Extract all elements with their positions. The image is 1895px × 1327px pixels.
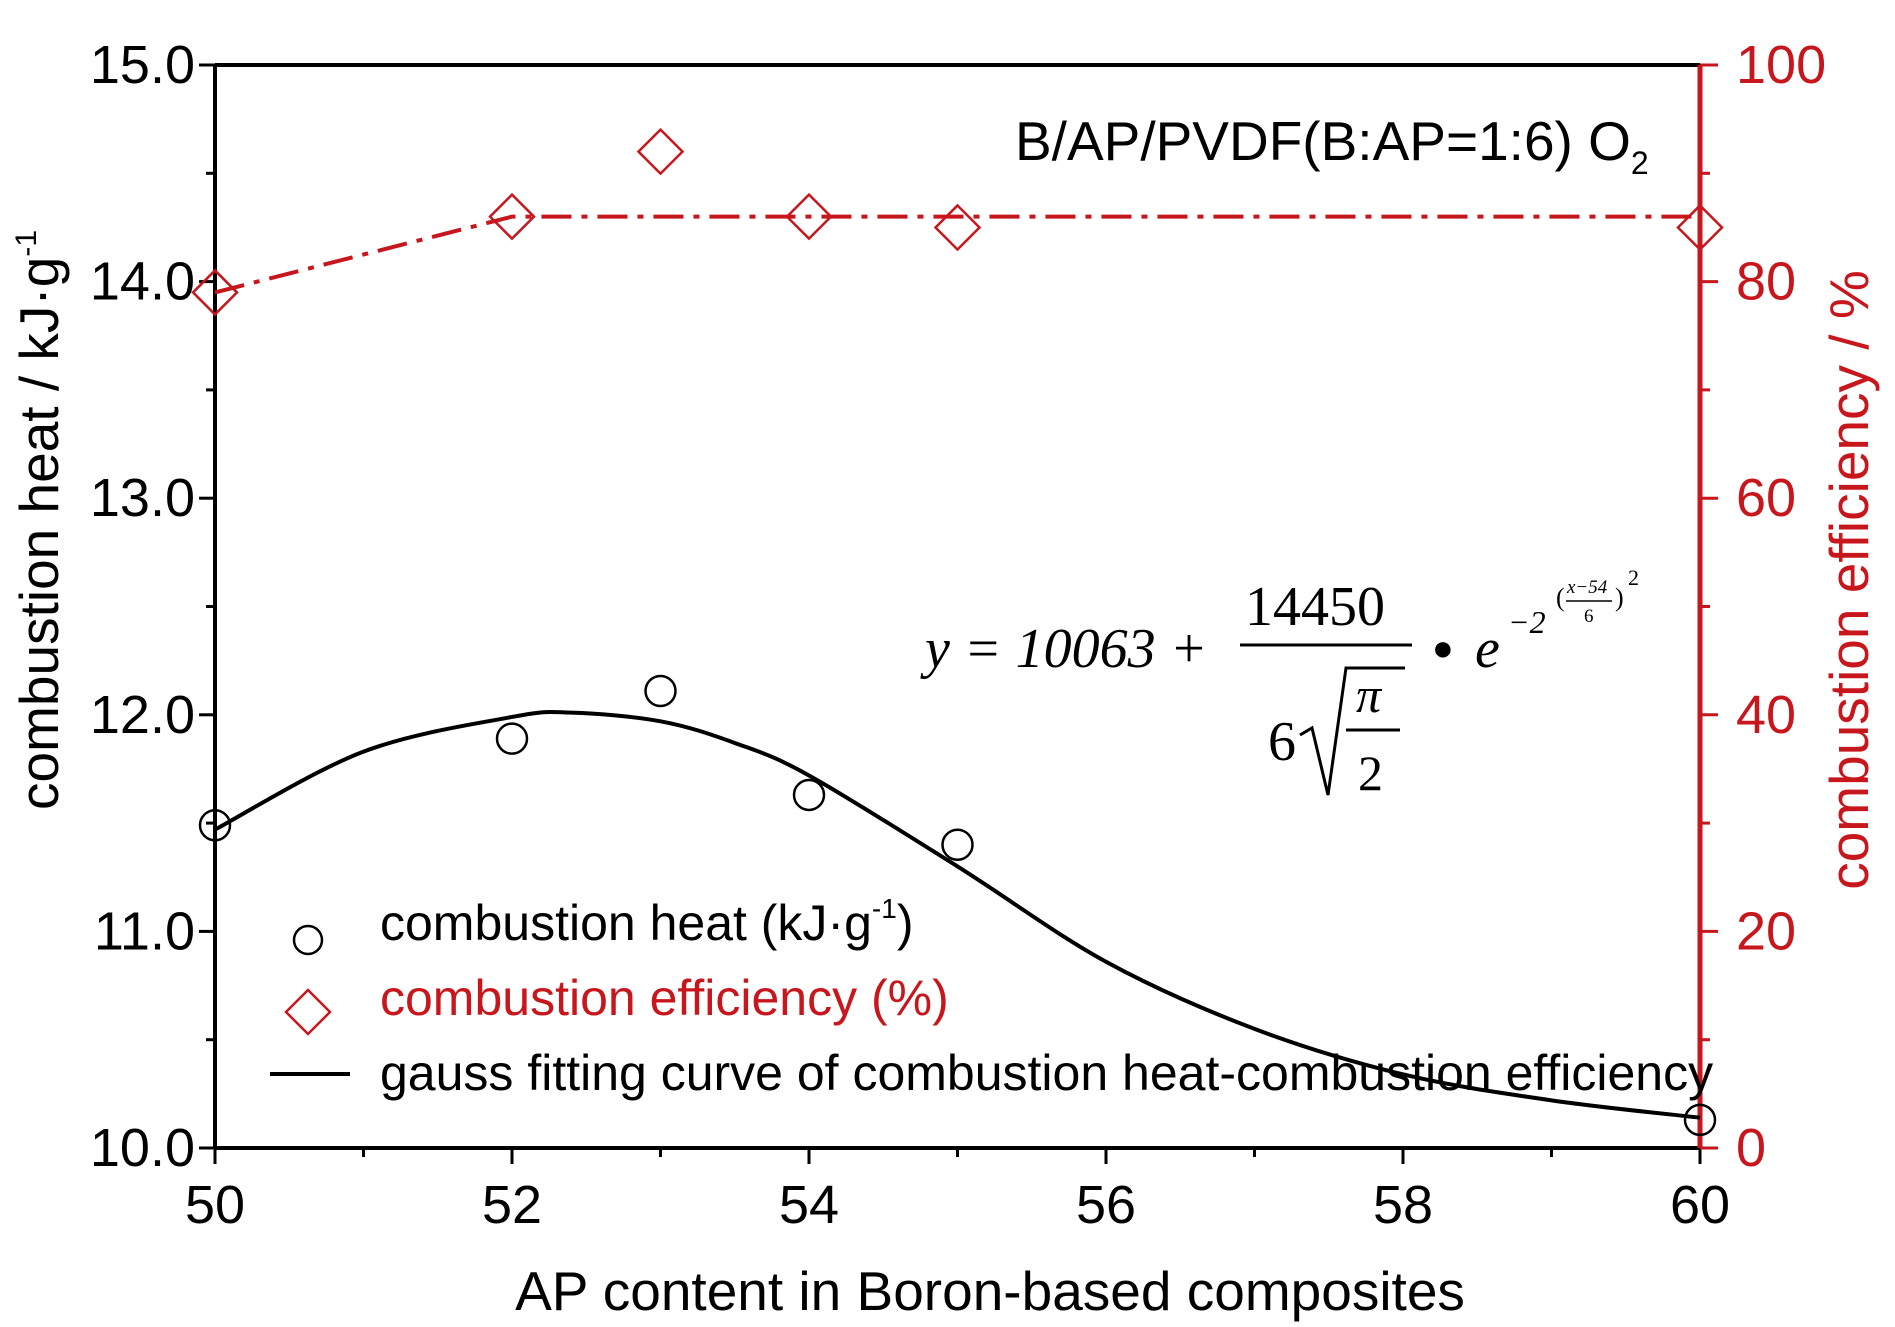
equation-e: e	[1475, 618, 1500, 680]
x-tick-label: 50	[185, 1175, 245, 1235]
equation-exp-power: 2	[1628, 565, 1639, 590]
legend-label-heat: combustion heat (kJ·g-1)	[380, 893, 913, 951]
fit-equation: y = 10063 + 14450 6 π 2 ● e −2 ( x−54 6 …	[920, 565, 1639, 801]
efficiency-point	[488, 192, 536, 241]
legend-label-efficiency: combustion efficiency (%)	[380, 970, 949, 1026]
y-right-tick-label: 20	[1736, 901, 1796, 961]
equation-pi: π	[1356, 667, 1383, 723]
y-left-tick-label: 14.0	[90, 252, 195, 312]
y-left-tick-label: 11.0	[94, 901, 195, 961]
y-right-tick-label: 60	[1736, 468, 1796, 528]
equation-exp-coef: −2	[1508, 604, 1546, 640]
x-axis-title: AP content in Boron-based composites	[515, 1260, 1465, 1322]
y-left-axis-title: combustion heat / kJ·g-1	[8, 230, 70, 810]
x-tick-label: 52	[482, 1175, 542, 1235]
x-tick-label: 60	[1670, 1175, 1730, 1235]
heat-point	[495, 722, 529, 755]
y-right-tick-label: 0	[1736, 1118, 1766, 1178]
efficiency-point	[191, 268, 239, 317]
equation-exp-open: (	[1556, 583, 1565, 612]
legend-circle-marker	[292, 924, 324, 956]
heat-point	[1683, 1103, 1717, 1137]
gauss-fit-curve	[214, 709, 1701, 1120]
legend-label-fit: gauss fitting curve of combustion heat-c…	[380, 1045, 1713, 1101]
efficiency-point	[785, 192, 833, 241]
heat-point	[198, 809, 232, 842]
annotation: B/AP/PVDF(B:AP=1:6) O2	[1015, 110, 1649, 181]
equation-exp-den: 6	[1584, 606, 1594, 627]
y-right-tick-label: 80	[1736, 252, 1796, 312]
x-tick-label: 56	[1076, 1175, 1136, 1235]
efficiency-point	[1676, 203, 1724, 252]
x-tick-label: 54	[779, 1175, 839, 1235]
equation-lhs: y = 10063 +	[920, 618, 1207, 680]
heat-point	[941, 828, 974, 862]
efficiency-trend-line	[214, 214, 1700, 295]
legend-diamond-marker	[284, 988, 332, 1036]
y-left-tick-label: 13.0	[90, 468, 195, 528]
sqrt-sign	[1299, 666, 1405, 796]
heat-point	[792, 778, 826, 812]
equation-exp-num: x−54	[1566, 577, 1608, 598]
x-tick-label: 58	[1373, 1175, 1433, 1235]
y-left-tick-label: 10.0	[90, 1118, 195, 1178]
equation-two: 2	[1358, 745, 1383, 801]
y-left-tick-label: 15.0	[90, 35, 195, 95]
efficiency-point	[636, 127, 685, 176]
y-right-axis-title: combustion efficiency / %	[1818, 270, 1880, 890]
heat-point	[644, 674, 677, 708]
y-right-tick-label: 100	[1736, 35, 1826, 95]
legend: combustion heat (kJ·g-1) combustion effi…	[270, 893, 1713, 1101]
equation-numerator: 14450	[1245, 576, 1385, 638]
equation-exp-close: )	[1615, 583, 1624, 612]
equation-denominator-coef: 6	[1268, 711, 1296, 773]
equation-dot: ●	[1432, 628, 1454, 668]
efficiency-point	[933, 203, 982, 252]
y-left-tick-label: 12.0	[90, 685, 195, 745]
y-right-tick-label: 40	[1736, 685, 1796, 745]
